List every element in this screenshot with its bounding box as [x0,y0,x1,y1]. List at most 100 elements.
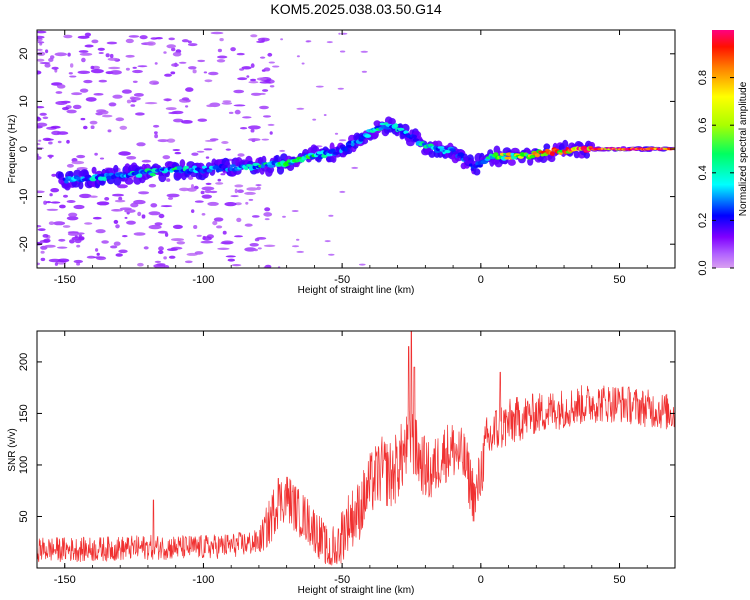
spectrogram-noise-cell [168,111,178,115]
snr-y-ticks: 50 100 150 200 [18,353,675,523]
spectrogram-noise-cell [43,238,51,243]
spectrogram-noise-cell [259,56,266,59]
snr-x-tick-label: -100 [192,574,214,586]
spectrogram-noise-cell [133,93,144,97]
spectrogram-noise-cell [93,93,104,96]
spectrogram-noise-cell [209,138,219,141]
spectrogram-ridge-cell [549,151,555,156]
spectrogram-noise-cell [323,114,327,116]
spectrogram-noise-cell [181,39,189,43]
spectrogram-ridge-cell [78,181,84,190]
figure-title: KOM5.2025.038.03.50.G14 [270,1,441,17]
colorbar-ticks: 0.0 0.2 0.4 0.6 0.8 [697,70,734,276]
spectrogram-noise-cell [89,120,98,125]
spectrogram-noise-cell [187,40,192,44]
spectrogram-noise-cell [234,202,242,206]
spectrogram-noise-cell [37,262,41,266]
spectrogram-noise-cell [168,37,175,41]
spectrogram-noise-cell [37,35,45,39]
spectrogram-ridge-cell [102,176,107,182]
spectrogram-noise-cell [155,37,163,40]
spectrogram-noise-cell [245,201,249,205]
colorbar-tick-label: 0.8 [697,70,709,85]
spectrogram-noise-cell [267,52,273,57]
spectrogram-noise-cell [154,131,158,135]
spectrogram-noise-cell [148,224,162,230]
spectrogram-y-label: Frequency (Hz) [7,115,18,184]
spectrogram-noise-cell [115,253,123,257]
spectrogram-noise-cell [215,182,224,185]
spectrogram-noise-cell [76,244,81,248]
spectrogram-noise-cell [39,112,47,116]
spectrogram-y-tick-label: 10 [18,95,30,107]
spectrogram-y-tick-label: 0 [18,146,30,152]
spectrogram-noise-cell [263,67,271,72]
spectrogram-noise-cell [73,259,84,264]
spectrogram-noise-cell [106,41,118,45]
spectrogram-noise-cell [50,201,61,204]
spectrogram-noise-cell [204,190,212,194]
spectrogram-noise-cell [101,240,109,244]
spectrogram-noise-cell [259,81,271,84]
spectrogram-noise-cell [126,220,136,225]
spectrogram-noise-cell [192,69,197,74]
spectrogram-noise-cell [128,35,140,38]
spectrogram-noise-cell [119,207,132,211]
spectrogram-noise-cell [157,230,168,234]
snr-series-line [37,331,675,566]
spectrogram-noise-cell [248,138,261,142]
spectrogram-noise-cell [56,84,66,89]
spectrogram-noise-cell [66,109,77,114]
spectrogram-noise-cell [44,63,51,68]
spectrogram-noise-cell [158,246,164,251]
spectrogram-noise-cell [112,209,120,212]
spectrogram-noise-cell [154,222,163,226]
spectrogram-noise-cell [305,40,310,43]
spectrogram-noise-cell [154,62,158,65]
spectrogram-noise-cell [196,150,205,153]
spectrogram-noise-cell [201,213,206,216]
spectrogram-noise-cell [227,258,235,262]
spectrogram-noise-cell [178,61,187,64]
spectrogram-ridge-cell [179,159,186,168]
spectrogram-ridge-cell [91,166,97,174]
spectrogram-ridge-cell [64,179,69,184]
spectrogram-noise-cell [37,190,45,194]
spectrogram-noise-cell [66,200,76,203]
spectrogram-noise-cell [152,82,159,85]
spectrogram-noise-cell [125,54,135,58]
spectrogram-noise-cell [133,232,146,236]
spectrogram-noise-cell [54,52,68,57]
spectrogram-ridge-cell [422,142,427,146]
spectrogram-noise-cell [263,212,273,217]
spectrogram-noise-cell [84,32,91,37]
spectrogram-noise-cell [37,48,43,52]
spectrogram-noise-cell [160,205,173,208]
spectrogram-noise-cell [154,133,159,139]
spectrogram-noise-cell [231,264,242,267]
spectrogram-noise-cell [101,114,113,118]
spectrogram-noise-cell [55,101,68,105]
spectrogram-noise-cell [77,70,91,75]
spectrogram-noise-cell [124,216,128,219]
spectrogram-noise-cell [45,138,54,141]
spectrogram-noise-cell [96,201,110,206]
spectrogram-noise-cell [244,223,253,227]
spectrogram-noise-cell [67,52,71,57]
spectrogram-noise-cell [201,194,212,199]
spectrogram-ridge-cell [562,139,569,149]
spectrogram-noise-cell [130,97,141,101]
spectrogram-ridge-cell [463,156,469,162]
snr-x-tick-label: -50 [334,574,350,586]
spectrogram-ridge-cell [215,168,224,172]
spectrogram-x-ticks: -150 -100 -50 0 50 [36,30,676,286]
spectrogram-noise-cell [263,115,271,118]
spectrogram-noise-cell [236,52,245,56]
spectrogram-ridge-cell [397,127,405,132]
spectrogram-noise-cell [296,250,305,253]
spectrogram-noise-cell [228,111,234,114]
spectrogram-noise-cell [315,85,324,88]
spectrogram-noise-cell [72,104,82,110]
spectrogram-ridge-cell [493,152,499,157]
